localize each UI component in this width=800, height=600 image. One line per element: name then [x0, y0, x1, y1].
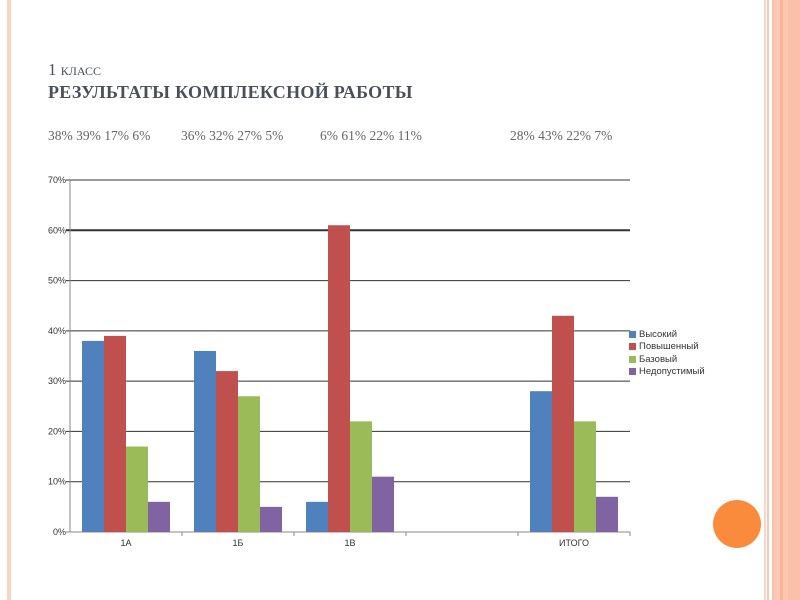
legend-label: Повышенный [639, 341, 699, 353]
x-tick-label: 1А [120, 538, 131, 548]
bar-Базовый [350, 421, 372, 532]
bar-Высокий [306, 501, 328, 532]
legend-swatch [629, 368, 636, 376]
legend-item: Высокий [629, 328, 705, 341]
bar-Высокий [82, 340, 104, 532]
bar-Повышенный [552, 315, 574, 532]
bar-Базовый [126, 446, 148, 532]
y-tick-label: 70% [48, 175, 66, 185]
title-line2: РЕЗУЛЬТАТЫ КОМПЛЕКСНОЙ РАБОТЫ [48, 82, 413, 102]
percent-row-1a: 38% 39% 17% 6% [48, 128, 151, 143]
bar-Повышенный [328, 225, 350, 532]
percent-row-total: 28% 43% 22% 7% [510, 128, 613, 143]
bar-Высокий [530, 391, 552, 532]
y-tick-label: 40% [48, 326, 66, 336]
bar-Недопустимый [260, 506, 282, 532]
left-border [7, 0, 11, 600]
percent-row-1v: 6% 61% 22% 11% [320, 128, 422, 143]
legend-label: Недопустимый [639, 366, 705, 378]
y-tick-label: 50% [48, 276, 66, 286]
bar-Недопустимый [372, 476, 394, 532]
bar-Базовый [574, 421, 596, 532]
y-tick-label: 30% [48, 376, 66, 386]
bar-Высокий [194, 350, 216, 532]
legend: Высокий Повышенный Базовый Недопустимый [629, 328, 705, 378]
legend-item: Повышенный [629, 341, 705, 354]
slide-title: 1 класс РЕЗУЛЬТАТЫ КОМПЛЕКСНОЙ РАБОТЫ [48, 60, 413, 103]
bar-Базовый [238, 396, 260, 532]
y-tick-label: 20% [48, 426, 66, 436]
title-line1: 1 класс [48, 60, 101, 79]
bar-Повышенный [104, 335, 126, 532]
legend-label: Высокий [639, 328, 678, 340]
bar-Недопустимый [148, 501, 170, 532]
bar-Повышенный [216, 371, 238, 532]
orange-circle-decoration [713, 500, 761, 548]
legend-item: Базовый [629, 353, 705, 366]
right-stripes [764, 0, 800, 600]
bar-Недопустимый [596, 496, 618, 532]
legend-swatch [629, 355, 636, 363]
legend-item: Недопустимый [629, 366, 705, 379]
y-tick-label: 10% [48, 477, 66, 487]
legend-swatch [629, 330, 636, 338]
y-tick-label: 60% [48, 225, 66, 235]
percent-row-1b: 36% 32% 27% 5% [181, 128, 284, 143]
y-tick-label: 0% [53, 527, 66, 537]
legend-swatch [629, 343, 636, 351]
x-tick-label: 1В [344, 538, 355, 548]
x-tick-label: 1Б [233, 538, 244, 548]
legend-label: Базовый [639, 353, 678, 365]
x-tick-label: ИТОГО [559, 538, 589, 548]
